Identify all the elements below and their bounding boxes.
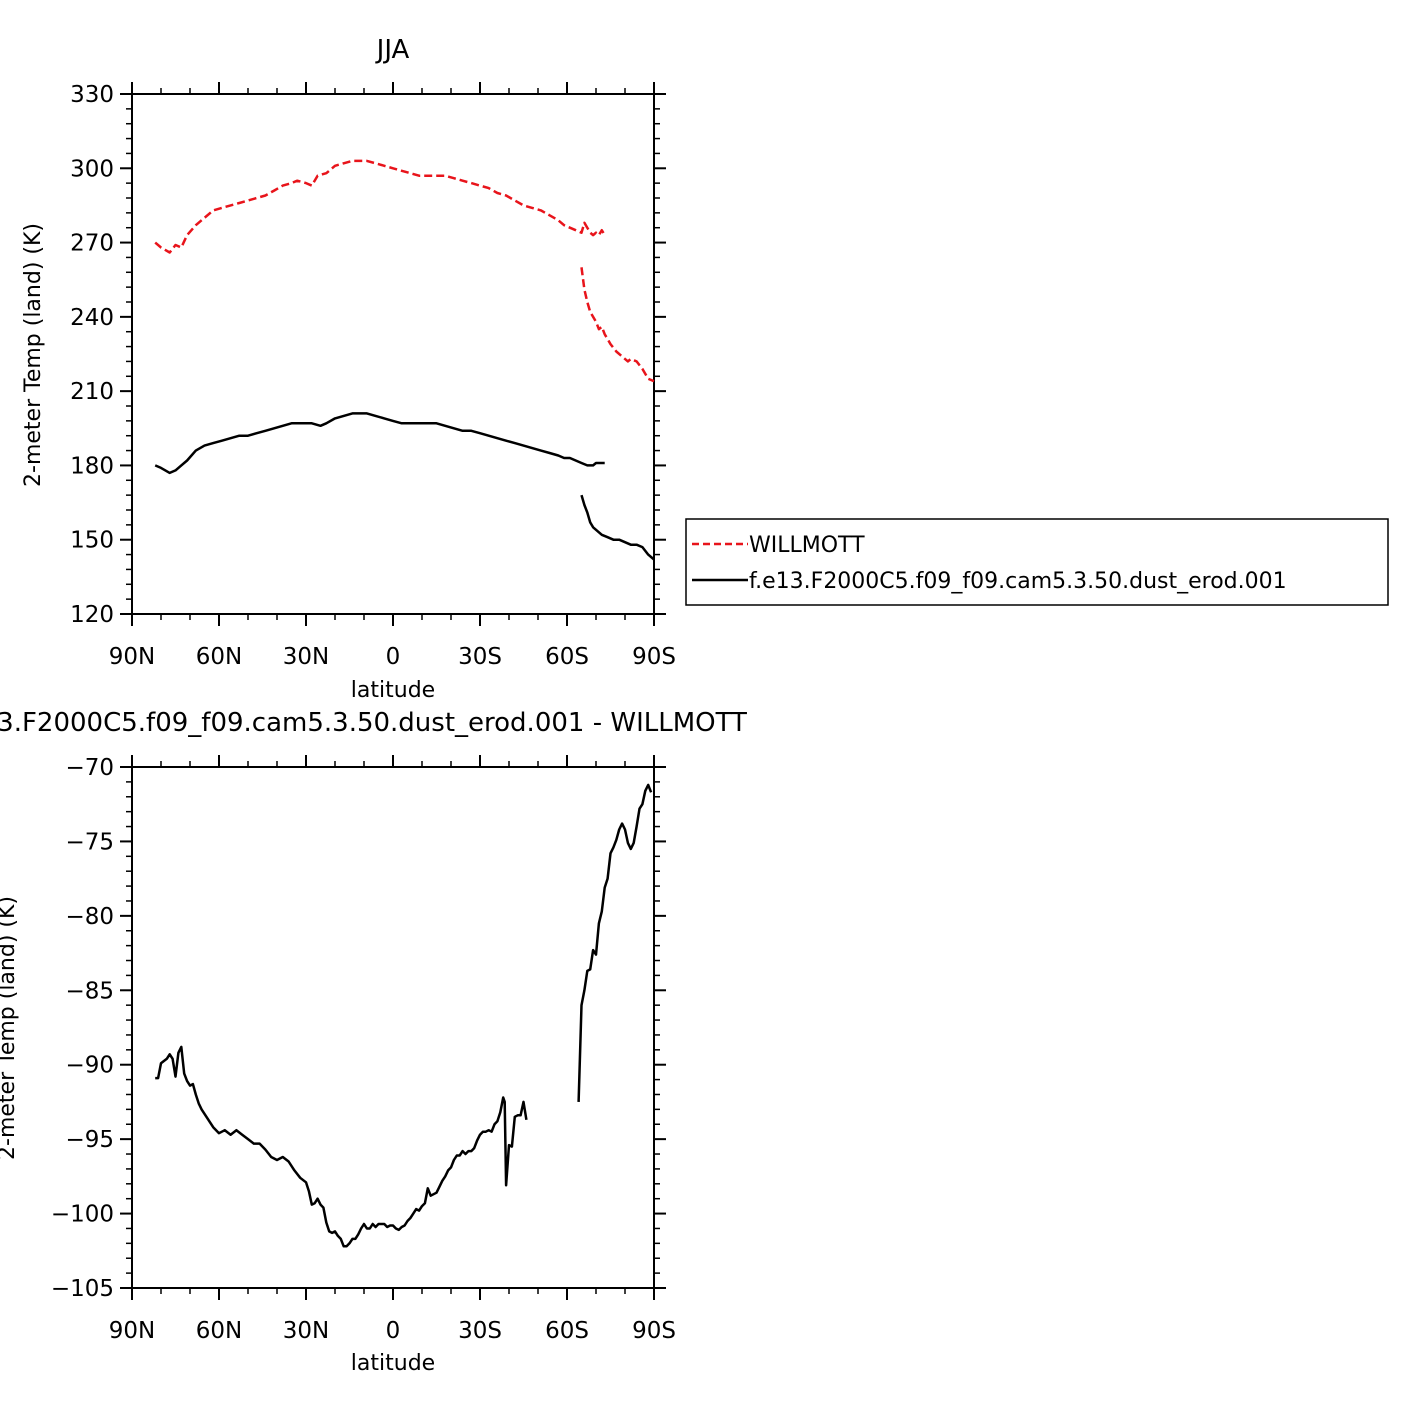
chart-title-bottom: f.e13.F2000C5.f09_f09.cam5.3.50.dust_ero… <box>0 708 747 738</box>
y-tick-label-bottom: −70 <box>65 755 114 781</box>
y-tick-label-top: 210 <box>70 379 114 405</box>
plot-frame-top <box>131 93 655 615</box>
y-tick-label-bottom: −80 <box>65 904 114 930</box>
x-tick-label-top: 90N <box>109 644 155 670</box>
x-tick-label-bottom: 90N <box>109 1318 155 1344</box>
x-tick-label-top: 90S <box>632 644 676 670</box>
x-tick-label-top: 30S <box>458 644 502 670</box>
series-line-top-0-segment-0 <box>154 159 606 254</box>
y-tick-label-bottom: −95 <box>65 1127 114 1153</box>
y-axis-label-bottom: 2-meter Temp (land) (K) <box>0 896 20 1160</box>
legend: WILLMOTT f.e13.F2000C5.f09_f09.cam5.3.50… <box>685 518 1389 606</box>
x-tick-label-top: 60S <box>545 644 589 670</box>
y-tick-label-top: 240 <box>70 305 114 331</box>
x-tick-label-bottom: 90S <box>632 1318 676 1344</box>
chart-title-top: JJA <box>375 35 410 65</box>
x-tick-label-bottom: 60N <box>196 1318 242 1344</box>
x-axis-label-bottom: latitude <box>351 1351 435 1376</box>
y-tick-label-top: 180 <box>70 453 114 479</box>
y-tick-label-top: 270 <box>70 231 114 257</box>
x-tick-label-top: 30N <box>283 644 329 670</box>
series-line-top-1-segment-0 <box>154 412 605 475</box>
y-tick-label-bottom: −85 <box>65 978 114 1004</box>
series-line-bottom-0-segment-0 <box>155 1045 528 1248</box>
x-tick-label-bottom: 60S <box>545 1318 589 1344</box>
series-line-top-1-segment-1 <box>580 494 655 561</box>
x-tick-label-bottom: 30N <box>283 1318 329 1344</box>
y-tick-label-top: 330 <box>70 82 114 108</box>
series-line-bottom-0-segment-1 <box>577 783 653 1102</box>
y-axis-label-top: 2-meter Temp (land) (K) <box>21 223 46 487</box>
y-tick-label-top: 120 <box>70 602 114 628</box>
plot-area-top: 120 150 180 210 240 270 300 330 90N 60N 30N 0 30S 60S… <box>70 82 676 670</box>
legend-frame <box>685 518 1389 606</box>
x-tick-label-bottom: 0 <box>386 1318 401 1344</box>
x-axis-label-top: latitude <box>351 678 435 703</box>
y-tick-label-top: 150 <box>70 528 114 554</box>
plot-frame-bottom <box>131 766 655 1289</box>
legend-label-model: f.e13.F2000C5.f09_f09.cam5.3.50.dust_ero… <box>749 569 1287 594</box>
y-tick-label-bottom: −75 <box>65 829 114 855</box>
x-tick-label-bottom: 30S <box>458 1318 502 1344</box>
plot-area-bottom: −105 −100 −95 −90 −85 −80 −75 −70 90N 60N 30N 0 30S 6… <box>51 755 676 1344</box>
y-tick-label-bottom: −90 <box>65 1053 114 1079</box>
series-line-top-0-segment-1 <box>580 267 655 383</box>
legend-label-willmott: WILLMOTT <box>749 533 865 558</box>
y-tick-label-bottom: −100 <box>51 1202 114 1228</box>
x-tick-label-top: 0 <box>386 644 401 670</box>
y-tick-label-top: 300 <box>70 156 114 182</box>
y-tick-label-bottom: −105 <box>51 1276 114 1302</box>
x-tick-label-top: 60N <box>196 644 242 670</box>
